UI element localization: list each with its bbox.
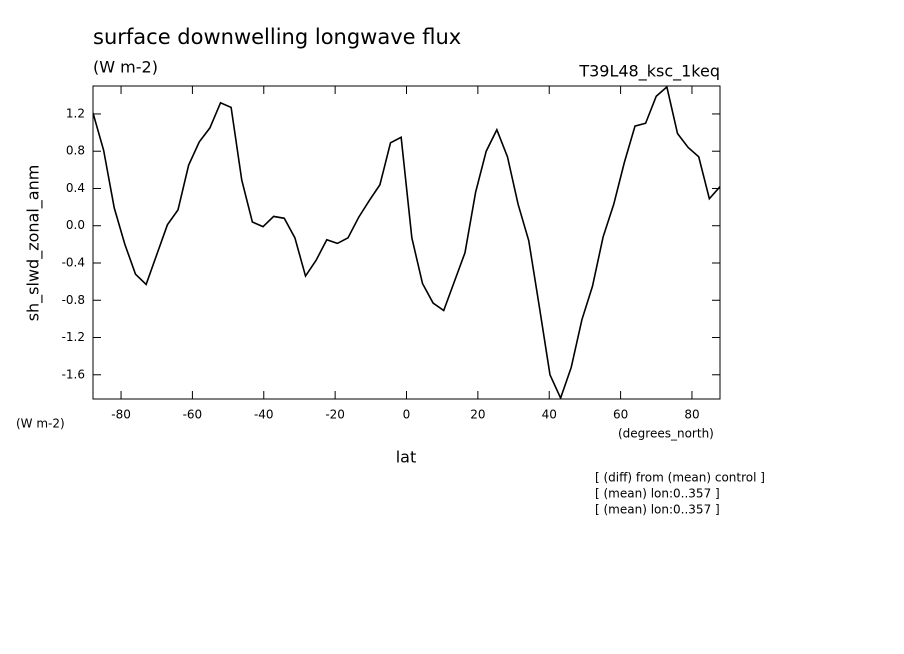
- chart-subtitle: (W m-2): [93, 58, 158, 77]
- x-tick-label: -20: [325, 408, 345, 422]
- note: [ (diff) from (mean) control ]: [595, 471, 765, 485]
- x-tick-label: 40: [542, 408, 557, 422]
- y-axis-label: sh_slwd_zonal_anm: [24, 165, 44, 322]
- data-line: [93, 86, 720, 399]
- y-tick-label: 0.8: [66, 144, 85, 158]
- x-tick-label: 20: [470, 408, 485, 422]
- y-tick-label: -1.2: [62, 330, 85, 344]
- y-tick-label: 0.0: [66, 218, 85, 232]
- y-tick-label: -0.4: [62, 255, 85, 269]
- x-tick-label: 60: [613, 408, 628, 422]
- y-units: (W m-2): [16, 417, 65, 431]
- x-units: (degrees_north): [618, 427, 714, 441]
- plot-frame: [92, 85, 721, 400]
- y-tick-label: -0.8: [62, 293, 85, 307]
- y-tick-label: 0.4: [66, 181, 85, 195]
- x-tick-label: -60: [183, 408, 203, 422]
- note: [ (mean) lon:0..357 ]: [595, 503, 720, 517]
- dataset-label: T39L48_ksc_1keq: [578, 62, 720, 82]
- y-tick-label: 1.2: [66, 106, 85, 120]
- x-tick-label: 0: [403, 408, 411, 422]
- x-axis-label: lat: [396, 448, 417, 467]
- x-tick-label: -80: [111, 408, 131, 422]
- chart-title: surface downwelling longwave flux: [93, 25, 461, 49]
- y-tick-label: -1.6: [62, 367, 85, 381]
- x-tick-label: 80: [684, 408, 699, 422]
- note: [ (mean) lon:0..357 ]: [595, 487, 720, 501]
- x-tick-label: -40: [254, 408, 274, 422]
